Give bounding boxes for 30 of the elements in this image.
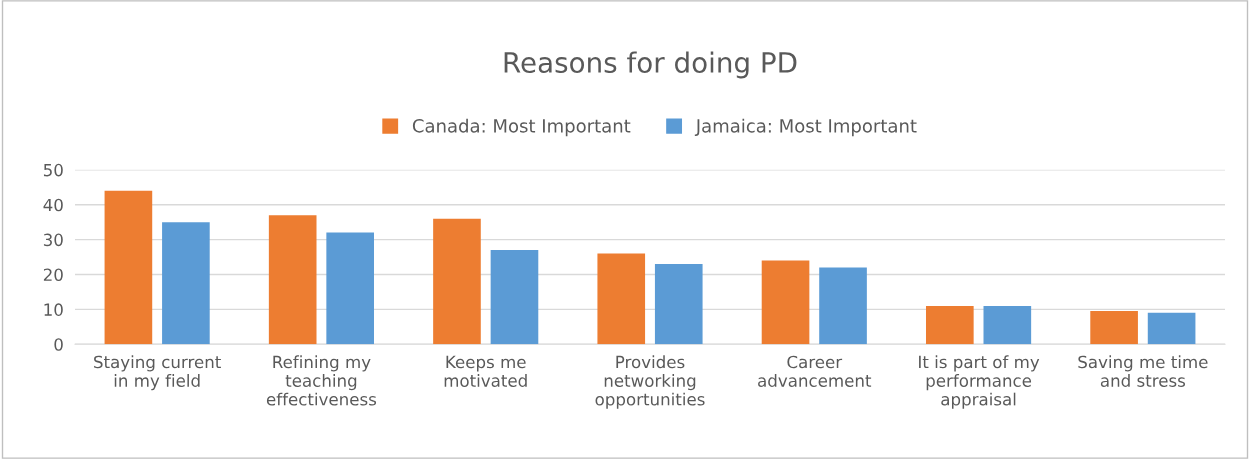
bar xyxy=(1090,311,1138,345)
y-tick-label: 0 xyxy=(54,338,63,351)
bar xyxy=(490,250,539,345)
bar xyxy=(104,190,153,345)
x-tick-label: Career advancement xyxy=(758,355,872,387)
bar xyxy=(983,305,1032,345)
bar xyxy=(433,218,481,345)
x-tick-label: Provides networking opportunities xyxy=(595,355,705,409)
bar xyxy=(654,264,703,345)
chart-title: Reasons for doing PD xyxy=(504,51,797,79)
bar xyxy=(761,260,810,345)
x-tick-label: Saving me time and stress xyxy=(1078,355,1208,387)
bar xyxy=(162,222,210,345)
x-tick-label: Keeps me motivated xyxy=(444,355,527,387)
bar xyxy=(326,232,374,345)
bar xyxy=(819,267,867,345)
y-tick-label: 40 xyxy=(43,198,63,212)
y-tick-label: 50 xyxy=(43,163,63,177)
x-tick-label: Staying current in my field xyxy=(94,355,221,391)
x-tick-label: Refining my teaching effectiveness xyxy=(266,355,377,406)
x-tick-label: It is part of my performance appraisal xyxy=(919,355,1040,409)
bar xyxy=(597,253,646,345)
y-tick-label: 20 xyxy=(43,268,63,282)
bar xyxy=(268,215,317,345)
bar xyxy=(926,305,974,345)
y-tick-label: 10 xyxy=(44,303,63,316)
y-tick-label: 30 xyxy=(43,233,63,247)
bar xyxy=(1147,312,1196,345)
legend-label: Jamaica: Most Important xyxy=(694,118,917,137)
legend-label: Canada: Most Important xyxy=(412,118,631,137)
